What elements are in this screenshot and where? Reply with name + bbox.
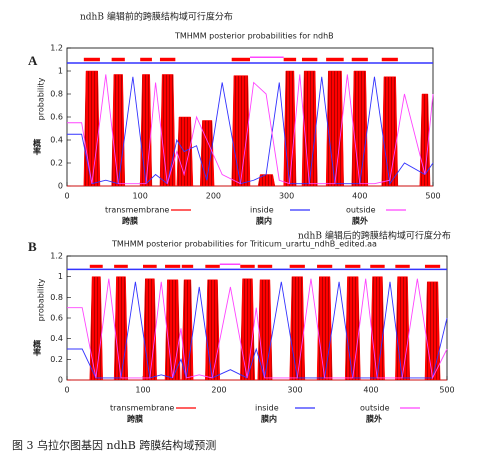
y-tick-label: 0.8	[50, 293, 63, 302]
tm-topology	[317, 264, 333, 268]
tm-topology	[351, 57, 368, 62]
y-tick-label: 0.4	[50, 136, 63, 145]
inside-line	[67, 281, 448, 379]
x-tick-label: 300	[287, 386, 302, 395]
x-tick-label: 0	[64, 386, 69, 395]
tm-topology	[111, 57, 125, 62]
y-label-cn: 概率	[33, 339, 42, 357]
tm-topology	[140, 57, 152, 62]
x-tick-label: 100	[133, 192, 148, 201]
tm-topology	[159, 57, 176, 62]
tm-topology	[395, 264, 410, 268]
tm-topology	[143, 264, 157, 268]
x-tick-label: 500	[425, 192, 440, 201]
legend-label-cn: 膜外	[366, 414, 382, 424]
tm-topology	[424, 264, 441, 268]
legend-label: inside	[255, 404, 279, 413]
tm-topology	[83, 57, 100, 62]
x-tick-label: 400	[363, 386, 378, 395]
legend-label-cn: 膜外	[352, 216, 368, 226]
annotation: ndhB 编辑前的跨膜结构域可行度分布	[80, 11, 233, 23]
legend-label: outside	[346, 206, 376, 215]
tm-topology	[289, 264, 305, 268]
tm-topology	[240, 264, 255, 268]
tm-topology	[165, 264, 181, 268]
x-tick-label: 200	[211, 386, 226, 395]
tm-topology	[326, 57, 344, 62]
inside-line	[67, 76, 434, 185]
y-label: probability	[37, 278, 46, 321]
legend-label-cn: 膜内	[261, 414, 277, 424]
tm-topology	[89, 264, 103, 268]
tm-topology	[205, 264, 220, 268]
outside-line	[67, 74, 434, 185]
y-tick-label: 1	[58, 272, 63, 281]
legend-label: transmembrane	[105, 206, 169, 215]
y-tick-label: 0.4	[50, 334, 63, 343]
y-tick-label: 0	[58, 182, 63, 191]
x-tick-label: 100	[135, 386, 150, 395]
tm-topology	[257, 264, 273, 268]
legend-label-cn: 跨膜	[122, 216, 138, 226]
tm-topology	[301, 57, 318, 62]
y-tick-label: 0.6	[50, 314, 63, 323]
tm-topology	[370, 264, 385, 268]
tm-topology	[283, 57, 297, 62]
x-tick-label: 0	[64, 192, 69, 201]
annotation: ndhB 编辑后的跨膜结构域可行度分布	[298, 230, 451, 242]
tm-area	[67, 276, 447, 381]
y-tick-label: 0	[58, 376, 63, 385]
y-tick-label: 0.2	[50, 159, 63, 168]
outside-line	[67, 278, 448, 380]
legend-label: transmembrane	[110, 404, 174, 413]
x-tick-label: 300	[279, 192, 294, 201]
y-tick-label: 0.6	[50, 113, 63, 122]
x-tick-label: 400	[352, 192, 367, 201]
legend-label-cn: 膜内	[256, 216, 272, 226]
panel-letter: A	[28, 53, 38, 68]
y-label-cn: 概率	[33, 138, 42, 156]
tm-topology	[114, 264, 128, 268]
y-tick-label: 1	[58, 67, 63, 76]
caption: 图 3 乌拉尔图基因 ndhB 跨膜结构域预测	[12, 438, 216, 452]
legend-label: outside	[360, 404, 390, 413]
legend-label: inside	[250, 206, 274, 215]
y-tick-label: 1.2	[50, 44, 63, 53]
x-tick-label: 500	[439, 386, 454, 395]
y-tick-label: 0.2	[50, 355, 63, 364]
legend-label-cn: 跨膜	[127, 414, 143, 424]
y-tick-label: 1.2	[50, 252, 63, 261]
y-label: probability	[37, 77, 46, 120]
tm-topology	[231, 57, 250, 62]
tm-topology	[181, 264, 194, 268]
tm-topology	[345, 264, 361, 268]
chart-title: TMHMM posterior probabilities for ndhB	[174, 32, 334, 41]
chart-title: TMHMM posterior probabilities for Tritic…	[111, 240, 377, 249]
x-tick-label: 200	[206, 192, 221, 201]
tm-area	[67, 70, 433, 187]
y-tick-label: 0.8	[50, 90, 63, 99]
panel-letter: B	[28, 239, 37, 254]
tm-topology	[381, 57, 398, 62]
